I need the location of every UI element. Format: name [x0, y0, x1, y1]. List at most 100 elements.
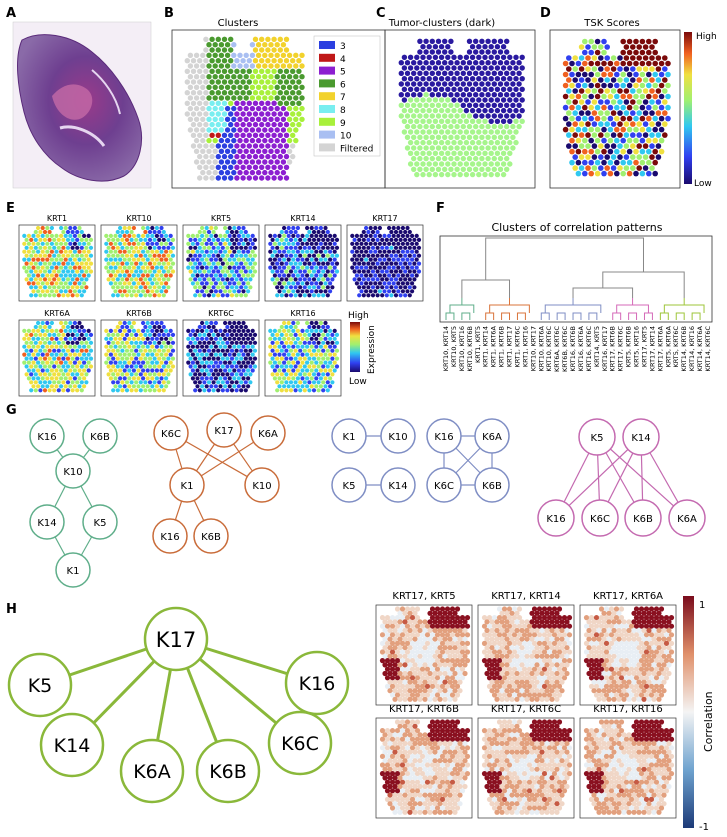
tumor-spot	[426, 161, 432, 167]
gene-spot	[31, 273, 36, 278]
correlation-spot	[524, 619, 530, 625]
gene-spot	[370, 293, 376, 298]
cluster-spot	[274, 159, 280, 165]
tumor-spot	[454, 81, 460, 87]
correlation-spot	[432, 645, 438, 651]
gene-spot	[111, 285, 116, 290]
gene-spot	[298, 269, 303, 274]
tumor-spot	[454, 60, 460, 66]
tumor-spot	[485, 134, 491, 140]
correlation-spot	[616, 696, 622, 702]
gene-spot	[111, 364, 116, 369]
tsk-spot	[652, 126, 658, 133]
tumor-spot	[414, 97, 420, 103]
dendrogram-branch	[628, 312, 638, 320]
gene-spot	[77, 368, 82, 373]
correlation-spot	[509, 670, 515, 677]
cluster-spot	[249, 63, 256, 69]
cluster-spot	[286, 63, 293, 69]
correlation-spot	[504, 619, 510, 625]
tsk-spot	[652, 82, 658, 89]
gene-spot	[307, 229, 312, 235]
gene-spot	[382, 265, 387, 270]
tsk-spot	[607, 60, 614, 67]
correlation-spot	[424, 753, 431, 760]
tumor-spot	[404, 123, 411, 130]
correlation-spot	[534, 688, 540, 694]
correlation-spot	[417, 688, 423, 694]
tumor-spot	[500, 161, 507, 167]
gene-spot	[236, 376, 241, 381]
gene-spot	[72, 320, 77, 326]
tumor-spot	[426, 86, 432, 93]
network-node	[82, 504, 118, 540]
gene-spot	[204, 368, 209, 373]
correlation-spot	[561, 666, 568, 672]
dendrogram-leaf-label: KRT17, KRT6B	[609, 326, 617, 372]
gene-spot	[138, 277, 143, 282]
tsk-spot	[582, 60, 588, 67]
correlation-spot	[397, 696, 403, 702]
tsk-spot	[604, 77, 610, 83]
gene-spot	[26, 344, 31, 349]
correlation-spot	[442, 653, 448, 659]
correlation-spot	[447, 688, 453, 694]
gene-spot	[82, 265, 87, 270]
tumor-spot	[432, 139, 439, 146]
tumor-spot	[491, 166, 497, 172]
gene-spot	[328, 241, 333, 246]
cluster-spot	[255, 127, 262, 133]
gene-spot	[129, 364, 134, 369]
gene-spot	[332, 273, 337, 278]
gene-spot	[47, 229, 52, 235]
correlation-spot	[432, 636, 438, 642]
gene-spot	[38, 245, 43, 250]
correlation-spot	[524, 662, 530, 668]
correlation-spot	[439, 745, 446, 751]
correlation-spot	[598, 640, 605, 647]
tsk-spot	[601, 170, 607, 177]
tsk-spot	[658, 71, 665, 78]
gene-spot	[26, 281, 31, 286]
correlation-spot	[596, 696, 602, 702]
correlation-spot	[399, 623, 406, 629]
cluster-spot	[218, 63, 225, 69]
tsk-spot	[578, 165, 585, 171]
cluster-spot	[268, 42, 274, 48]
correlation-spot	[437, 723, 443, 729]
network-node-label: K6C	[434, 481, 454, 492]
correlation-spot	[452, 645, 458, 651]
gene-spot	[400, 233, 405, 238]
gene-spot	[284, 229, 289, 235]
gene-spot	[361, 277, 366, 282]
network-node-label: K16	[546, 514, 565, 525]
correlation-spot	[459, 623, 466, 629]
cluster-spot	[221, 68, 228, 75]
gene-spot	[159, 273, 164, 278]
correlation-spot	[554, 688, 560, 694]
cluster-spot	[237, 95, 243, 101]
cluster-spot	[274, 105, 280, 112]
gene-spot	[129, 229, 134, 235]
gene-spot	[170, 348, 176, 353]
gene-spot	[302, 340, 307, 345]
gene-spot	[45, 320, 50, 326]
tumor-spot	[448, 38, 454, 44]
gene-spot	[282, 265, 287, 270]
gene-spot	[211, 324, 216, 330]
tumor-spot	[460, 134, 466, 140]
gene-spot	[275, 380, 280, 385]
gene-spot	[122, 241, 127, 246]
gene-spot	[295, 336, 300, 341]
gene-spot	[52, 253, 57, 258]
cluster-spot	[221, 90, 228, 96]
tumor-spot	[463, 86, 470, 93]
gene-spot	[295, 360, 300, 365]
correlation-map-title: KRT17, KRT14	[491, 591, 561, 602]
correlation-spot	[486, 683, 493, 690]
gene-spot	[152, 245, 157, 250]
gene-spot	[277, 344, 282, 349]
gene-spot	[334, 245, 340, 250]
gene-spot	[77, 233, 82, 238]
correlation-spot	[409, 692, 416, 698]
